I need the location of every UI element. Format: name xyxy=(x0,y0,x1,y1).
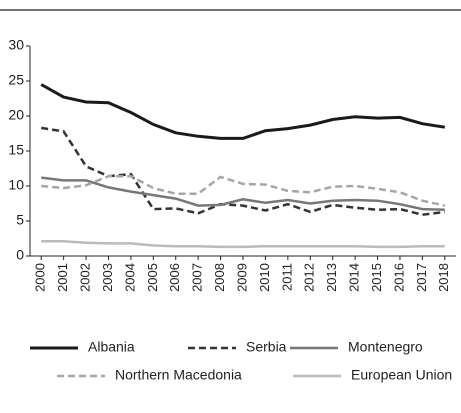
x-tick-label: 2005 xyxy=(145,263,160,292)
x-tick-label: 2002 xyxy=(77,263,92,292)
x-tick-label: 2006 xyxy=(167,263,182,292)
x-tick-label: 2000 xyxy=(33,263,48,292)
x-tick-label: 2015 xyxy=(369,263,384,292)
series-line xyxy=(41,174,446,207)
x-tick-label: 2004 xyxy=(122,263,137,292)
x-tick-label: 2009 xyxy=(234,263,249,292)
y-tick-label: 15 xyxy=(8,142,24,158)
y-tick-label: 0 xyxy=(16,247,24,263)
x-tick-label: 2017 xyxy=(414,263,429,292)
x-tick-label: 2014 xyxy=(347,263,362,292)
series-line xyxy=(41,176,445,212)
y-tick-label: 5 xyxy=(16,212,24,228)
x-tick-label: 2003 xyxy=(100,263,115,292)
legend-label: Northern Macedonia xyxy=(115,367,242,383)
x-tick-label: 2001 xyxy=(55,263,70,292)
x-tick-label: 2008 xyxy=(212,263,227,292)
x-tick-label: 2010 xyxy=(257,263,272,292)
legend-label: Albania xyxy=(88,339,135,355)
x-tick-label: 2012 xyxy=(302,263,317,292)
x-tick-label: 2013 xyxy=(324,263,339,292)
series-line xyxy=(40,83,446,140)
legend-label: European Union xyxy=(351,367,452,383)
x-tick-label: 2007 xyxy=(190,263,205,292)
legend-label: Montenegro xyxy=(348,339,423,355)
x-tick-label: 2018 xyxy=(436,263,451,292)
y-tick-label: 30 xyxy=(8,37,24,53)
y-tick-label: 10 xyxy=(8,177,24,193)
x-tick-label: 2011 xyxy=(279,263,294,291)
x-tick-label: 2016 xyxy=(391,263,406,292)
y-tick-label: 20 xyxy=(8,107,24,123)
legend-label: Serbia xyxy=(246,339,287,355)
y-tick-label: 25 xyxy=(8,72,24,88)
series-line xyxy=(41,240,445,249)
